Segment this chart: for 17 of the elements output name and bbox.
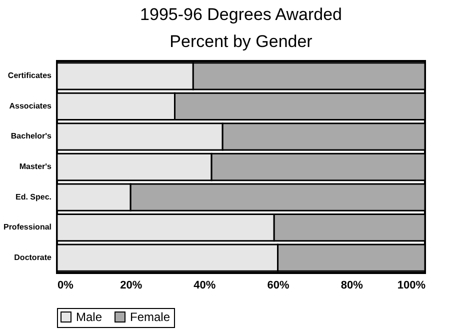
- legend-label: Female: [130, 310, 170, 324]
- y-tick-label: Master's: [19, 162, 52, 171]
- x-tick-label: 100%: [397, 280, 426, 292]
- x-tick-label: 80%: [340, 280, 364, 292]
- legend-label: Male: [76, 310, 102, 324]
- y-tick-label: Professional: [3, 222, 52, 232]
- chart-title: 1995-96 Degrees Awarded: [140, 5, 342, 24]
- y-tick-label: Ed. Spec.: [15, 192, 52, 202]
- y-tick-label: Certificates: [8, 71, 52, 80]
- y-tick-label: Bachelor's: [10, 132, 52, 141]
- x-tick-label: 60%: [267, 280, 290, 292]
- y-tick-label: Doctorate: [14, 252, 52, 262]
- x-tick-label: 40%: [194, 280, 216, 292]
- y-tick-label: Associates: [9, 101, 52, 110]
- chart-subtitle: Percent by Gender: [170, 32, 313, 51]
- x-tick-label: 0%: [58, 280, 74, 292]
- x-tick-label: 20%: [120, 280, 142, 292]
